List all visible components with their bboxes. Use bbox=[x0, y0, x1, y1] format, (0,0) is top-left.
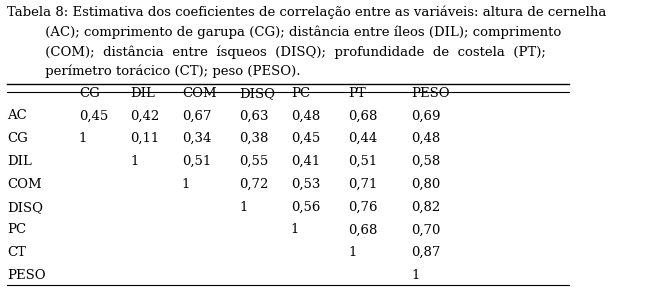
Text: 0,11: 0,11 bbox=[130, 132, 160, 145]
Text: 1: 1 bbox=[348, 246, 356, 259]
Text: 0,38: 0,38 bbox=[239, 132, 269, 145]
Text: 1: 1 bbox=[411, 269, 420, 282]
Text: 0,63: 0,63 bbox=[239, 110, 269, 122]
Text: 0,82: 0,82 bbox=[411, 201, 440, 214]
Text: PT: PT bbox=[348, 87, 366, 100]
Text: COM: COM bbox=[182, 87, 217, 100]
Text: 0,45: 0,45 bbox=[291, 132, 320, 145]
Text: PESO: PESO bbox=[411, 87, 450, 100]
Text: DIL: DIL bbox=[130, 87, 155, 100]
Text: 0,68: 0,68 bbox=[348, 224, 378, 236]
Text: 0,53: 0,53 bbox=[291, 178, 320, 191]
Text: perímetro torácico (CT); peso (PESO).: perímetro torácico (CT); peso (PESO). bbox=[7, 65, 301, 78]
Text: 0,76: 0,76 bbox=[348, 201, 378, 214]
Text: 0,42: 0,42 bbox=[130, 110, 160, 122]
Text: 0,70: 0,70 bbox=[411, 224, 440, 236]
Text: (AC); comprimento de garupa (CG); distância entre íleos (DIL); comprimento: (AC); comprimento de garupa (CG); distân… bbox=[7, 25, 561, 39]
Text: 0,55: 0,55 bbox=[239, 155, 269, 168]
Text: DISQ: DISQ bbox=[239, 87, 275, 100]
Text: 0,56: 0,56 bbox=[291, 201, 320, 214]
Text: 1: 1 bbox=[239, 201, 247, 214]
Text: 0,44: 0,44 bbox=[348, 132, 377, 145]
Text: 0,71: 0,71 bbox=[348, 178, 378, 191]
Text: 0,48: 0,48 bbox=[411, 132, 440, 145]
Text: PESO: PESO bbox=[7, 269, 46, 282]
Text: 0,67: 0,67 bbox=[182, 110, 211, 122]
Text: CT: CT bbox=[7, 246, 26, 259]
Text: 0,51: 0,51 bbox=[182, 155, 211, 168]
Text: 0,80: 0,80 bbox=[411, 178, 440, 191]
Text: 0,34: 0,34 bbox=[182, 132, 211, 145]
Text: 0,87: 0,87 bbox=[411, 246, 440, 259]
Text: 1: 1 bbox=[130, 155, 139, 168]
Text: 0,69: 0,69 bbox=[411, 110, 441, 122]
Text: CG: CG bbox=[78, 87, 100, 100]
Text: 0,45: 0,45 bbox=[78, 110, 108, 122]
Text: DISQ: DISQ bbox=[7, 201, 43, 214]
Text: DIL: DIL bbox=[7, 155, 32, 168]
Text: 1: 1 bbox=[182, 178, 190, 191]
Text: 0,51: 0,51 bbox=[348, 155, 377, 168]
Text: (COM);  distância  entre  ísqueos  (DISQ);  profundidade  de  costela  (PT);: (COM); distância entre ísqueos (DISQ); p… bbox=[7, 45, 546, 59]
Text: 0,68: 0,68 bbox=[348, 110, 378, 122]
Text: 0,41: 0,41 bbox=[291, 155, 320, 168]
Text: 0,48: 0,48 bbox=[291, 110, 320, 122]
Text: COM: COM bbox=[7, 178, 42, 191]
Text: Tabela 8: Estimativa dos coeficientes de correlação entre as variáveis: altura d: Tabela 8: Estimativa dos coeficientes de… bbox=[7, 5, 606, 19]
Text: CG: CG bbox=[7, 132, 28, 145]
Text: AC: AC bbox=[7, 110, 27, 122]
Text: 0,72: 0,72 bbox=[239, 178, 269, 191]
Text: PC: PC bbox=[291, 87, 310, 100]
Text: 0,58: 0,58 bbox=[411, 155, 440, 168]
Text: 1: 1 bbox=[291, 224, 299, 236]
Text: 1: 1 bbox=[78, 132, 87, 145]
Text: PC: PC bbox=[7, 224, 26, 236]
